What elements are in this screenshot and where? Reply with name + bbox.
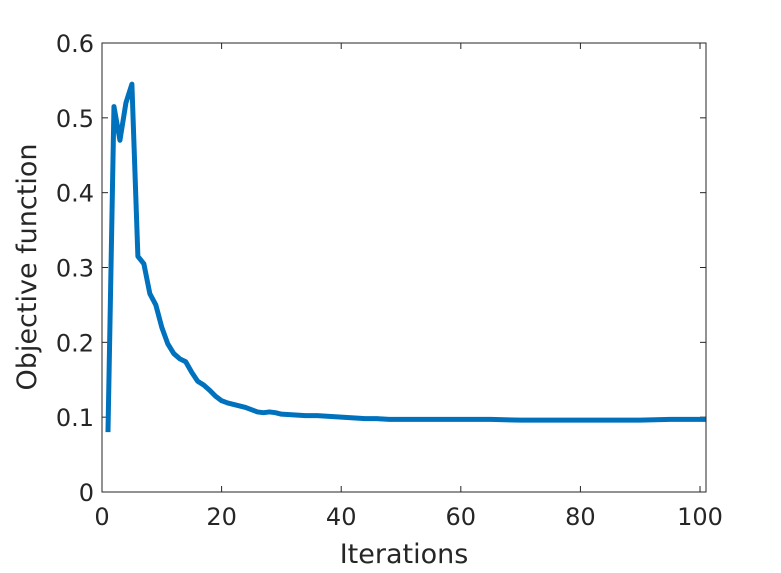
x-tick-label: 0 xyxy=(94,503,109,531)
x-tick-label: 100 xyxy=(677,503,723,531)
y-tick-label: 0 xyxy=(79,479,94,507)
plot-area xyxy=(102,43,706,492)
y-tick-label: 0.5 xyxy=(56,105,94,133)
y-tick-label: 0.6 xyxy=(56,30,94,58)
tick-labels: 0 20 40 60 80 100 0 0.1 0.2 0.3 0.4 0.5 0.6 xyxy=(56,30,723,531)
x-tick-label: 80 xyxy=(565,503,596,531)
y-axis-title: Objective function xyxy=(12,144,43,391)
y-tick-label: 0.4 xyxy=(56,180,94,208)
plot-frame xyxy=(101,42,707,493)
x-tick-label: 40 xyxy=(326,503,357,531)
x-tick-label: 20 xyxy=(206,503,237,531)
y-tick-label: 0.1 xyxy=(56,404,94,432)
x-tick-label: 60 xyxy=(446,503,477,531)
y-tick-label: 0.3 xyxy=(56,255,94,283)
series-line xyxy=(105,81,706,433)
y-tick-label: 0.2 xyxy=(56,329,94,357)
x-axis-title: Iterations xyxy=(340,539,469,570)
